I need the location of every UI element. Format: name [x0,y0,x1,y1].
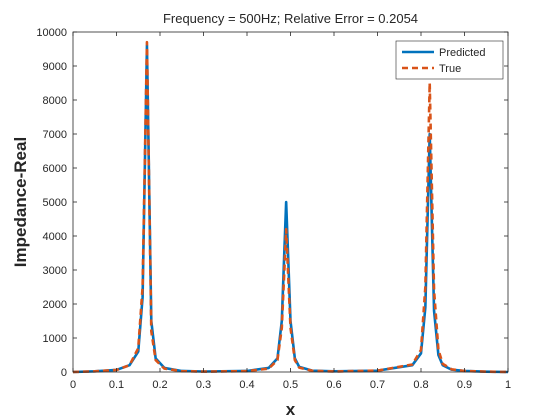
legend-label-predicted: Predicted [439,47,485,59]
y-tick-label: 6000 [43,163,67,175]
y-tick-label: 8000 [43,95,67,107]
y-tick-label: 3000 [43,265,67,277]
x-tick-label: 0.1 [109,379,124,391]
x-tick-label: 0.4 [239,379,254,391]
y-tick-label: 7000 [43,129,67,141]
x-tick-label: 0.2 [152,379,167,391]
x-tick-label: 0.9 [457,379,472,391]
y-tick-label: 4000 [43,231,67,243]
x-axis-label: x [286,400,296,419]
x-tick-label: 1 [505,379,511,391]
legend-label-true: True [439,63,461,75]
axis-ticks: 0 0.1 0.2 0.3 0.4 0.5 0.6 0.7 0.8 0.9 1 0 1000 2000 30… [36,27,511,391]
x-tick-label: 0 [70,379,76,391]
x-tick-label: 0.5 [283,379,298,391]
x-tick-label: 0.7 [370,379,385,391]
x-tick-label: 0.3 [196,379,211,391]
series-line-true [72,40,509,374]
y-tick-label: 9000 [43,61,67,73]
x-tick-label: 0.6 [326,379,341,391]
chart-title: Frequency = 500Hz; Relative Error = 0.20… [163,11,418,26]
y-tick-label: 0 [61,367,67,379]
x-tick-label: 0.8 [413,379,428,391]
y-axis-label: Impedance-Real [11,137,30,267]
legend: Predicted True [395,40,504,80]
y-tick-label: 10000 [36,27,67,39]
y-tick-label: 5000 [43,197,67,209]
series-lines [72,40,509,374]
y-tick-label: 2000 [43,299,67,311]
y-tick-label: 1000 [43,333,67,345]
legend-box [395,40,504,80]
